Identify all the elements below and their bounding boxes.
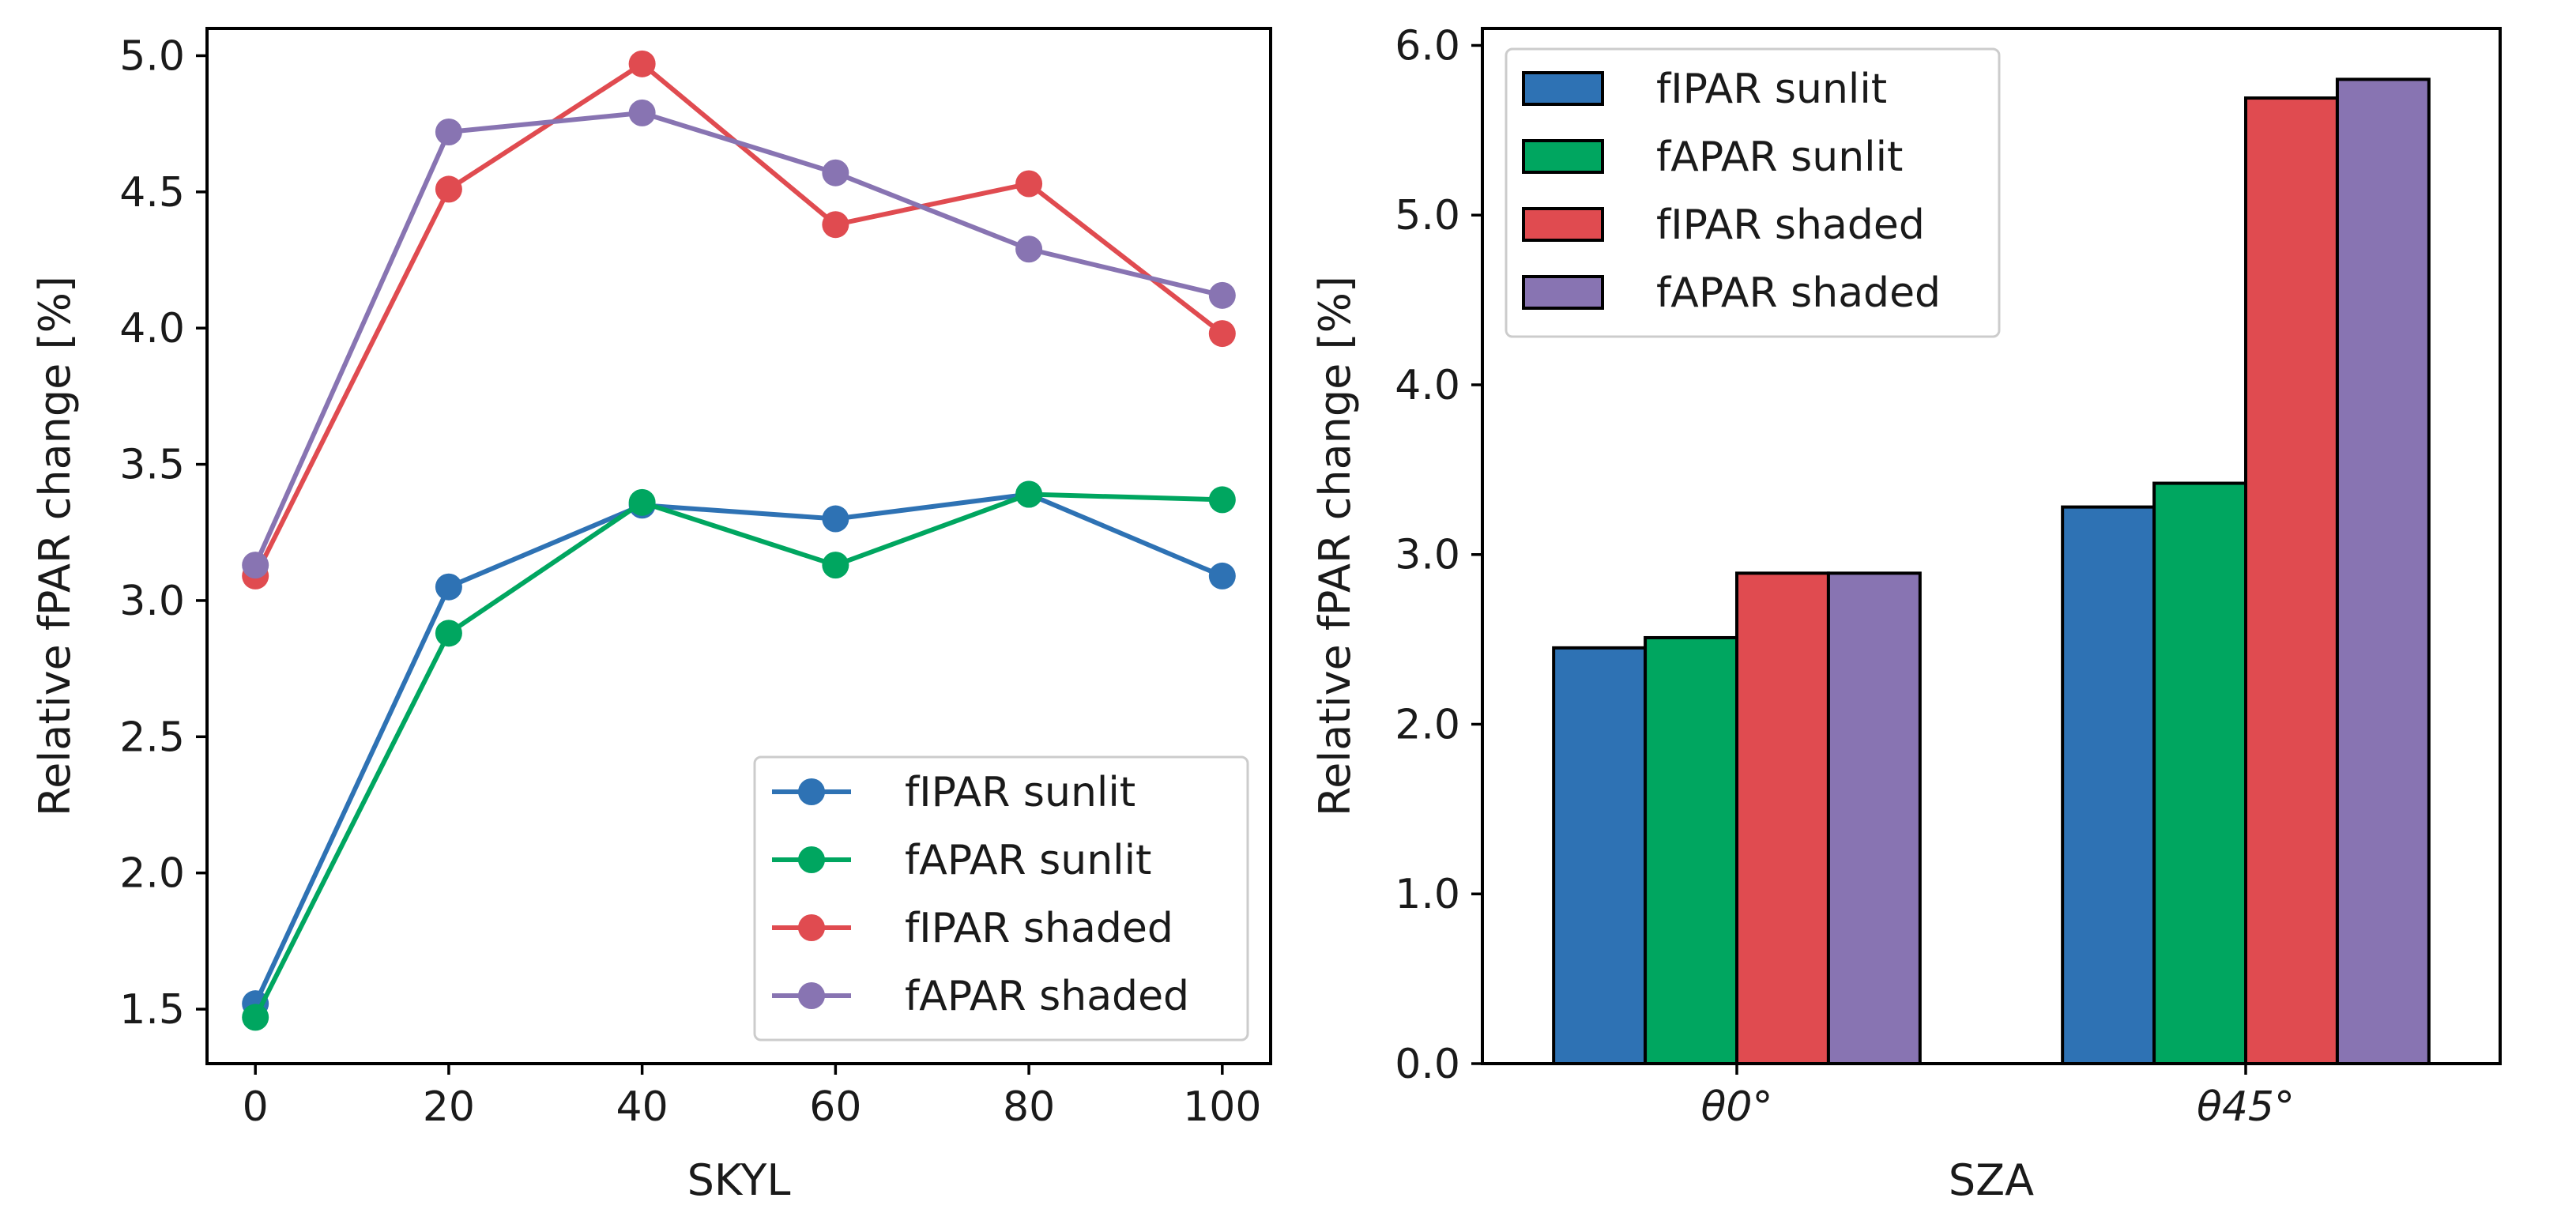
bar-chart-axes-frame <box>1481 27 2502 1065</box>
line-series-point <box>242 1004 269 1031</box>
bar-chart-x-ticks: θ0° θ45° <box>1701 1064 2295 1131</box>
bar <box>2244 96 2339 1065</box>
line-series-point <box>435 119 462 145</box>
line-series-point <box>1208 562 1236 590</box>
bar-series-fipar-sunlit <box>1552 505 2156 1065</box>
line-series-point <box>822 505 849 533</box>
bar <box>1552 646 1648 1065</box>
line-series-point <box>435 620 462 647</box>
line-chart-y-tick-label: 1.5 <box>119 986 185 1034</box>
line-series-path <box>253 492 1223 1005</box>
line-chart-axes-frame <box>205 27 1272 1065</box>
line-chart-x-axis-title: SKYL <box>687 1155 791 1205</box>
bar-chart-panel: θ0° θ45° 0.0 1.0 2.0 3.0 4.0 5.0 6.0 SZA Relati… <box>1310 22 2502 1205</box>
bar-chart-y-tick-label: 2.0 <box>1395 701 1460 748</box>
line-chart-x-tick-label: 60 <box>809 1083 861 1131</box>
line-chart-marks <box>242 50 1236 1031</box>
line-chart-legend-box <box>753 755 1249 1042</box>
legend-marker-swatch <box>798 846 825 873</box>
bar-chart-x-tick-label: θ45° <box>2197 1083 2295 1131</box>
line-chart-x-tick-label: 80 <box>1003 1083 1055 1131</box>
bar-chart-y-tick-label: 6.0 <box>1395 22 1460 70</box>
legend-bar-swatch <box>1522 275 1604 310</box>
legend-label: fIPAR shaded <box>1656 202 1925 249</box>
line-series-point <box>1015 170 1043 198</box>
bar-chart-y-tick-label: 1.0 <box>1395 871 1460 918</box>
line-series-point <box>435 175 462 203</box>
line-chart-y-tick-label: 3.0 <box>119 578 185 625</box>
bar-chart-y-tick-label: 5.0 <box>1395 192 1460 239</box>
line-series-point <box>1015 480 1043 508</box>
bar <box>2152 481 2248 1065</box>
line-series-fipar-shaded <box>242 50 1236 590</box>
line-series-fapar-shaded <box>242 99 1236 579</box>
line-series-point <box>1015 235 1043 263</box>
line-chart-y-tick-label: 3.5 <box>119 442 185 489</box>
legend-marker-swatch <box>798 982 825 1009</box>
legend-label: fIPAR sunlit <box>905 769 1135 816</box>
legend-label: fAPAR shaded <box>905 973 1189 1020</box>
bar-chart-y-axis-title: Relative fPAR change [%] <box>1310 276 1360 816</box>
legend-label: fAPAR sunlit <box>1656 134 1903 181</box>
line-series-point <box>435 573 462 601</box>
line-series-path <box>253 110 1223 567</box>
line-chart-panel: 0 20 40 60 80 100 1.5 2.0 2.5 3.0 3.5 4.0 4.5 5.0 SK… <box>30 27 1272 1205</box>
bar-chart-legend-box <box>1505 47 2001 338</box>
line-series-point <box>628 50 656 77</box>
bar <box>1735 571 1830 1065</box>
line-series-point <box>628 488 656 516</box>
legend-marker-swatch <box>798 914 825 941</box>
bar-chart-x-tick-label: θ0° <box>1701 1083 1773 1131</box>
bar-chart-y-tick-label: 4.0 <box>1395 362 1460 409</box>
legend-label: fAPAR shaded <box>1656 269 1941 317</box>
line-chart-y-ticks: 1.5 2.0 2.5 3.0 3.5 4.0 4.5 5.0 <box>119 32 207 1034</box>
bar-chart-legend: fIPAR sunlit fAPAR sunlit fIPAR shaded fAPA… <box>1505 47 2001 338</box>
line-chart-y-tick-label: 2.0 <box>119 850 185 898</box>
line-chart-y-tick-label: 2.5 <box>119 714 185 761</box>
legend-marker-swatch <box>798 778 825 805</box>
bar <box>1644 635 1739 1065</box>
line-series-point <box>822 211 849 239</box>
line-series-point <box>628 99 656 126</box>
legend-label: fIPAR sunlit <box>1656 66 1887 113</box>
bar-series-fapar-shaded <box>1826 77 2431 1065</box>
line-chart-y-tick-label: 4.5 <box>119 169 185 217</box>
bar-chart-y-tick-label: 0.0 <box>1395 1041 1460 1088</box>
line-series-point <box>242 552 269 579</box>
line-series-fapar-sunlit <box>242 480 1236 1031</box>
line-chart-x-tick-label: 100 <box>1183 1083 1261 1131</box>
line-chart-legend: fIPAR sunlit fAPAR sunlit fIPAR shaded fAPA… <box>753 755 1249 1042</box>
line-series-point <box>822 159 849 186</box>
bar <box>2061 505 2156 1065</box>
bar <box>1826 571 1922 1065</box>
line-series-point <box>1208 281 1236 309</box>
bar-series-fipar-shaded <box>1735 96 2339 1065</box>
line-series-path <box>253 492 1222 1019</box>
bar-chart-marks <box>1552 77 2431 1065</box>
bar <box>2335 77 2431 1065</box>
legend-bar-swatch <box>1522 207 1604 242</box>
line-chart-x-tick-label: 20 <box>423 1083 475 1131</box>
line-chart-x-tick-label: 0 <box>243 1083 269 1131</box>
legend-label: fIPAR shaded <box>905 905 1173 952</box>
line-series-point <box>1208 320 1236 348</box>
bar-chart-x-axis-title: SZA <box>1949 1155 2034 1205</box>
legend-bar-swatch <box>1522 71 1604 106</box>
line-chart-y-tick-label: 4.0 <box>119 305 185 352</box>
legend-label: fAPAR sunlit <box>905 837 1151 884</box>
line-chart-y-axis-title: Relative fPAR change [%] <box>30 276 80 816</box>
line-chart-y-tick-label: 5.0 <box>119 32 185 80</box>
line-series-point <box>1208 486 1236 514</box>
line-chart-x-ticks: 0 20 40 60 80 100 <box>243 1064 1261 1131</box>
bar-chart-y-tick-label: 3.0 <box>1395 532 1460 579</box>
legend-bar-swatch <box>1522 139 1604 174</box>
bar-chart-y-ticks: 0.0 1.0 2.0 3.0 4.0 5.0 6.0 <box>1395 22 1482 1088</box>
line-series-point <box>822 552 849 579</box>
line-chart-x-tick-label: 40 <box>616 1083 668 1131</box>
